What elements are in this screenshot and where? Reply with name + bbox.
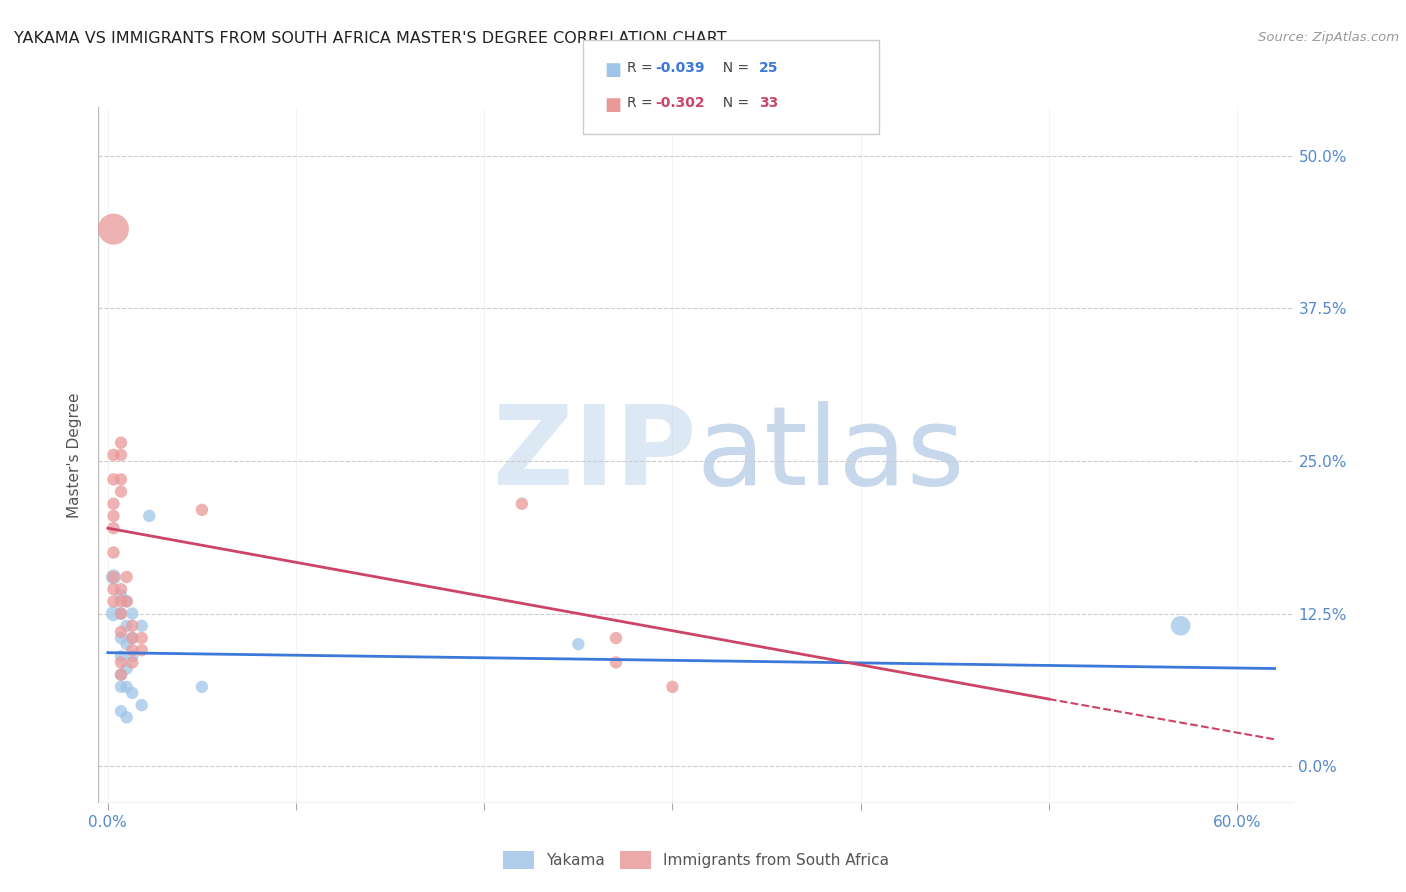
- Text: ZIP: ZIP: [492, 401, 696, 508]
- Point: [605, 631, 627, 645]
- Text: -0.039: -0.039: [655, 61, 704, 75]
- Point: [103, 521, 125, 535]
- Point: [131, 643, 153, 657]
- Point: [110, 649, 132, 664]
- Point: [110, 472, 132, 486]
- Point: [110, 582, 132, 597]
- Point: [110, 588, 132, 602]
- Point: [131, 619, 153, 633]
- Point: [110, 656, 132, 670]
- Point: [1170, 619, 1192, 633]
- Point: [103, 497, 125, 511]
- Text: 33: 33: [759, 96, 779, 111]
- Point: [110, 484, 132, 499]
- Point: [115, 570, 138, 584]
- Text: N =: N =: [714, 61, 754, 75]
- Point: [115, 594, 138, 608]
- Point: [110, 594, 132, 608]
- Point: [103, 448, 125, 462]
- Point: [103, 472, 125, 486]
- Point: [103, 508, 125, 523]
- Point: [115, 619, 138, 633]
- Point: [110, 607, 132, 621]
- Text: ■: ■: [605, 61, 621, 78]
- Point: [121, 631, 143, 645]
- Point: [661, 680, 683, 694]
- Text: N =: N =: [714, 96, 754, 111]
- Point: [191, 680, 214, 694]
- Point: [103, 594, 125, 608]
- Text: 25: 25: [759, 61, 779, 75]
- Point: [103, 582, 125, 597]
- Legend: Yakama, Immigrants from South Africa: Yakama, Immigrants from South Africa: [498, 846, 894, 875]
- Point: [110, 680, 132, 694]
- Point: [121, 643, 143, 657]
- Text: Source: ZipAtlas.com: Source: ZipAtlas.com: [1258, 31, 1399, 45]
- Point: [115, 661, 138, 675]
- Point: [110, 667, 132, 681]
- Point: [121, 656, 143, 670]
- Point: [110, 607, 132, 621]
- Point: [121, 607, 143, 621]
- Point: [110, 631, 132, 645]
- Point: [110, 667, 132, 681]
- Point: [510, 497, 533, 511]
- Point: [121, 631, 143, 645]
- Point: [103, 545, 125, 559]
- Point: [567, 637, 589, 651]
- Point: [110, 448, 132, 462]
- Text: -0.302: -0.302: [655, 96, 704, 111]
- Point: [103, 607, 125, 621]
- Point: [103, 570, 125, 584]
- Point: [121, 649, 143, 664]
- Point: [605, 656, 627, 670]
- Text: R =: R =: [627, 96, 657, 111]
- Point: [115, 680, 138, 694]
- Text: R =: R =: [627, 61, 657, 75]
- Point: [103, 222, 125, 236]
- Y-axis label: Master's Degree: Master's Degree: [67, 392, 83, 517]
- Point: [110, 624, 132, 639]
- Point: [138, 508, 160, 523]
- Point: [115, 637, 138, 651]
- Point: [115, 710, 138, 724]
- Point: [121, 619, 143, 633]
- Point: [191, 503, 214, 517]
- Point: [110, 435, 132, 450]
- Point: [121, 686, 143, 700]
- Text: YAKAMA VS IMMIGRANTS FROM SOUTH AFRICA MASTER'S DEGREE CORRELATION CHART: YAKAMA VS IMMIGRANTS FROM SOUTH AFRICA M…: [14, 31, 727, 46]
- Point: [115, 594, 138, 608]
- Point: [131, 698, 153, 713]
- Point: [131, 631, 153, 645]
- Text: atlas: atlas: [696, 401, 965, 508]
- Text: ■: ■: [605, 96, 621, 114]
- Point: [103, 570, 125, 584]
- Point: [110, 704, 132, 718]
